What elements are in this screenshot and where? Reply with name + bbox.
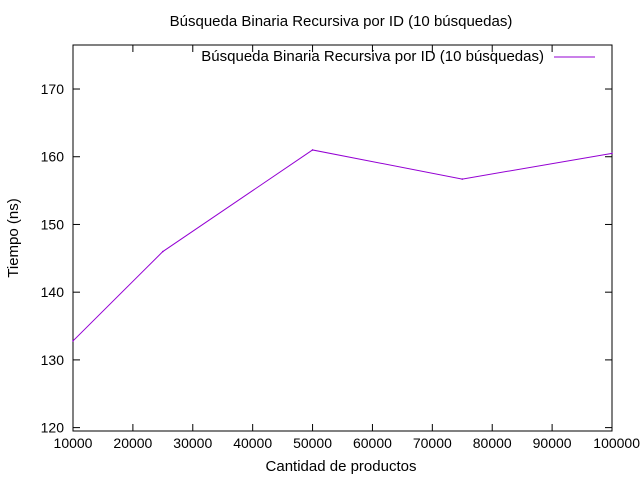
- series-layer: [72, 149, 613, 342]
- y-tick-label: 130: [41, 352, 65, 368]
- x-tick-label: 50000: [293, 435, 332, 451]
- data-point: [311, 149, 314, 151]
- x-axis: 10000 20000 30000 40000 50000 60000 70000 80000…: [54, 45, 640, 451]
- y-tick-label: 170: [41, 81, 65, 97]
- x-tick-label: 10000: [54, 435, 93, 451]
- chart-title: Búsqueda Binaria Recursiva por ID (10 bú…: [170, 13, 513, 30]
- x-tick-label: 80000: [473, 435, 512, 451]
- plot-frame: [72, 44, 613, 432]
- x-tick-label: 90000: [533, 435, 572, 451]
- data-point: [611, 152, 613, 155]
- x-axis-label: Cantidad de productos: [266, 458, 417, 475]
- x-tick-label: 40000: [233, 435, 272, 451]
- x-tick-label: 20000: [113, 435, 152, 451]
- legend-label: Búsqueda Binaria Recursiva por ID (10 bú…: [201, 48, 544, 65]
- data-point: [162, 250, 164, 253]
- y-tick-label: 140: [41, 284, 65, 300]
- legend: Búsqueda Binaria Recursiva por ID (10 bú…: [201, 48, 595, 65]
- x-tick-label: 70000: [413, 435, 452, 451]
- y-axis: 120 130 140 150 160 170: [41, 81, 612, 436]
- y-tick-label: 120: [41, 420, 65, 436]
- data-point: [72, 340, 74, 342]
- x-tick-label: 100000: [593, 435, 640, 451]
- y-axis-label: Tiempo (ns): [5, 198, 22, 277]
- x-tick-label: 60000: [353, 435, 392, 451]
- series-line: [72, 149, 613, 342]
- y-tick-label: 160: [41, 149, 65, 165]
- x-tick-label: 30000: [173, 435, 212, 451]
- data-point: [461, 178, 464, 180]
- y-tick-label: 150: [41, 216, 65, 232]
